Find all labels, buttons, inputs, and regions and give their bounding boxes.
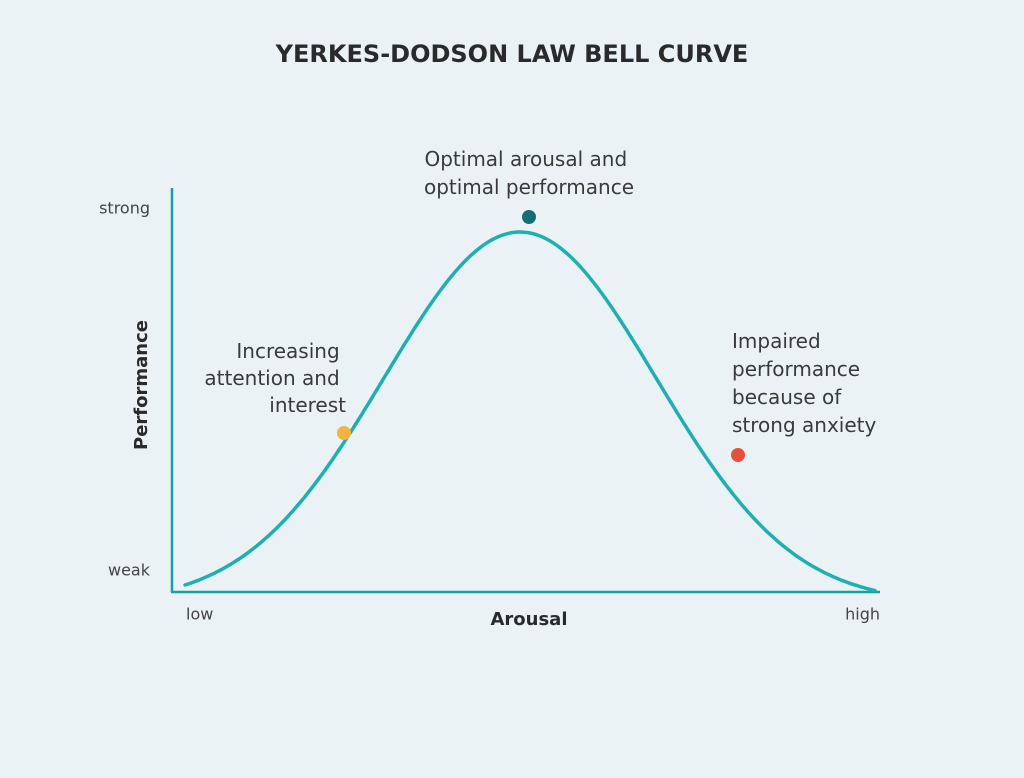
annotation-line: strong anxiety [732,413,876,437]
annotation-top: Optimal arousal and optimal performance [424,147,634,199]
x-axis-left: low [186,605,213,624]
y-axis-bottom: weak [108,561,151,580]
dot-increasing [337,426,351,440]
annotation-left: Increasing attention and interest [204,339,346,417]
x-axis-right: high [845,605,880,624]
dot-optimal [522,210,536,224]
annotation-right: Impaired performance because of strong a… [732,329,876,437]
title: YERKES-DODSON LAW BELL CURVE [275,40,749,68]
annotation-line: Impaired [732,329,821,353]
x-axis-label: Arousal [490,609,567,630]
annotation-line: Optimal arousal and [424,147,627,171]
y-axis-label: Performance [131,320,152,450]
annotation-line: performance [732,357,860,381]
annotation-line: optimal performance [424,175,634,199]
dot-impaired [731,448,745,462]
annotation-line: because of [732,385,842,409]
y-axis-top: strong [99,199,150,218]
bell-curve [183,230,877,593]
annotation-line: attention and [204,366,339,390]
annotation-line: interest [269,393,346,417]
annotation-line: Increasing [236,339,339,363]
